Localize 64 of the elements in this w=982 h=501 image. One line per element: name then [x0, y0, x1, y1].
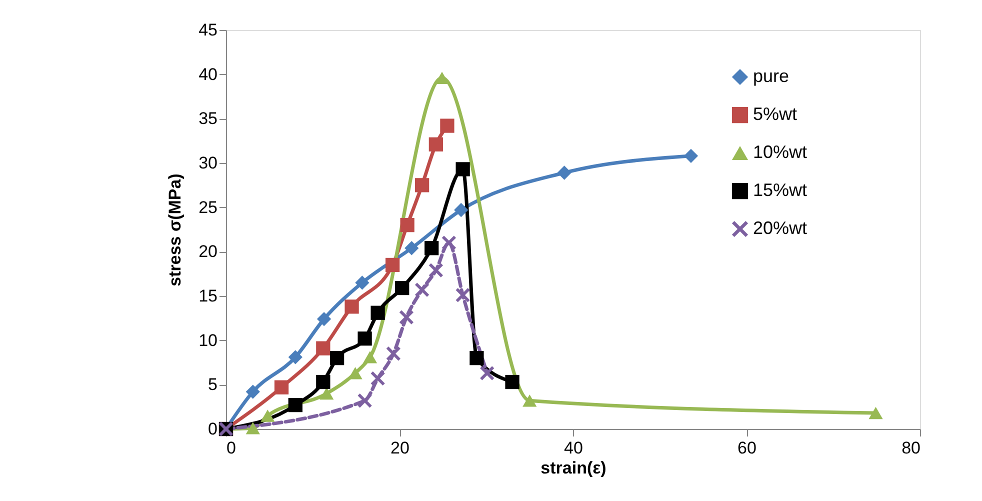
point — [370, 306, 385, 320]
y-tick-label: 15 — [198, 286, 218, 306]
x-tick-label: 20 — [390, 438, 410, 458]
point — [355, 276, 370, 290]
point — [260, 410, 275, 422]
point — [399, 310, 414, 324]
y-tick-label: 10 — [198, 330, 218, 350]
point — [505, 374, 520, 390]
point — [288, 398, 302, 412]
point — [442, 236, 456, 250]
point — [470, 350, 484, 366]
x-tick-label: 0 — [226, 438, 236, 458]
point — [316, 312, 332, 326]
point — [316, 374, 330, 390]
point — [330, 350, 344, 366]
legend-label: 20%wt — [753, 218, 808, 238]
point — [414, 282, 430, 297]
point — [246, 384, 260, 399]
point — [385, 258, 400, 272]
y-tick-label: 5 — [208, 375, 218, 394]
point — [395, 280, 410, 296]
point — [358, 394, 372, 408]
y-tick-label: 20 — [198, 242, 218, 262]
point — [358, 331, 372, 346]
point — [288, 350, 302, 364]
point — [320, 387, 334, 400]
point — [456, 288, 470, 302]
y-tick-label: 25 — [198, 198, 218, 217]
point — [454, 202, 468, 218]
point — [522, 394, 537, 407]
y-axis-title: stress σ(MPa) — [166, 174, 185, 286]
point — [400, 218, 414, 232]
point — [868, 406, 883, 420]
point — [362, 351, 378, 364]
point — [274, 380, 289, 394]
y-tick-label: 45 — [198, 20, 218, 40]
point — [440, 118, 454, 133]
y-tick-label: 30 — [198, 154, 218, 172]
point — [456, 162, 470, 176]
point — [684, 148, 698, 163]
x-tick-label: 40 — [564, 438, 583, 458]
y-tick-label: 35 — [198, 109, 218, 128]
point — [348, 367, 362, 380]
legend-label: pure — [753, 66, 790, 86]
legend-label: 10%wt — [753, 142, 808, 162]
x-tick-label: 60 — [738, 438, 756, 458]
legend-label: 5%wt — [753, 104, 798, 124]
point — [557, 166, 572, 180]
y-tick-label: 40 — [198, 64, 218, 84]
point — [428, 263, 444, 278]
point — [404, 241, 419, 256]
legend-label: 15%wt — [753, 180, 808, 200]
point — [370, 371, 385, 386]
point — [424, 241, 439, 256]
y-tick-label: 0 — [208, 420, 218, 438]
point — [428, 137, 444, 152]
point — [480, 366, 494, 380]
point — [316, 341, 330, 356]
point — [386, 346, 400, 361]
point — [414, 178, 430, 192]
x-axis-title: strain(ε) — [540, 458, 606, 478]
point — [246, 422, 260, 434]
point — [344, 300, 359, 314]
x-tick-label: 80 — [902, 438, 920, 458]
